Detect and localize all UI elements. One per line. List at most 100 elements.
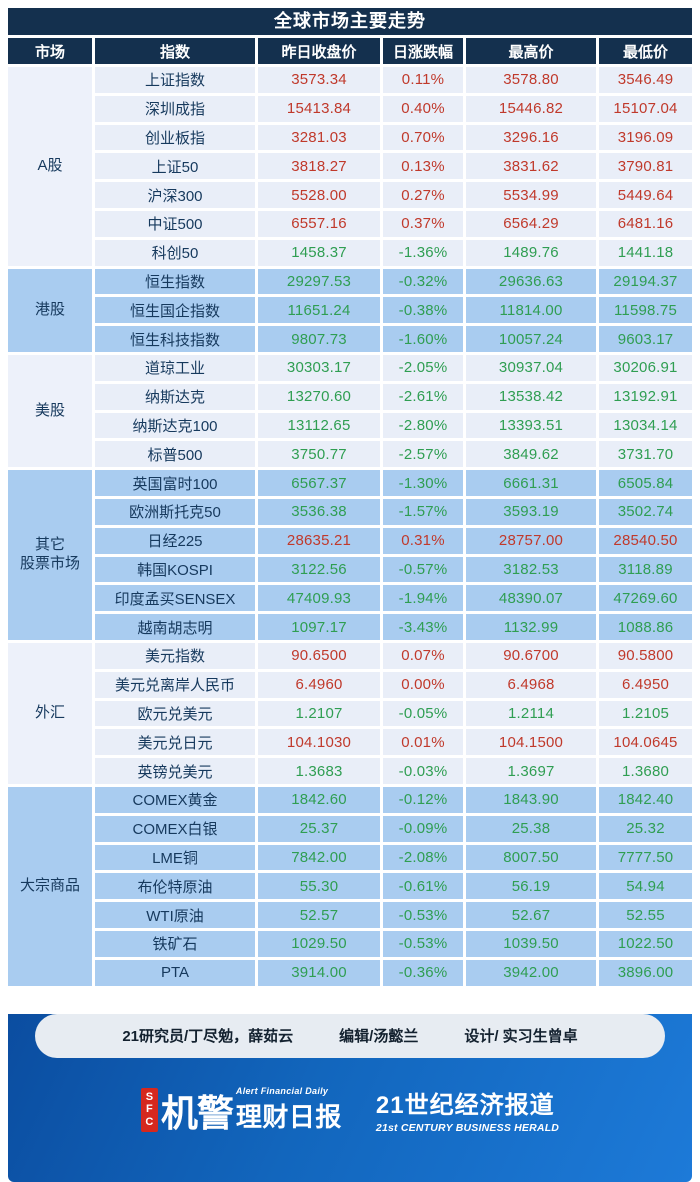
- brand-tagline-en: Alert Financial Daily: [235, 1085, 329, 1096]
- low-price: 1842.40: [599, 786, 692, 813]
- page-title: 全球市场主要走势: [8, 8, 692, 35]
- market-table-body: A股 上证指数 3573.34 0.11% 3578.80 3546.49 深圳成指 1541…: [8, 67, 692, 986]
- close-price: 6.4960: [258, 671, 380, 698]
- index-name: WTI原油: [95, 902, 255, 928]
- market-label: 其它 股票市场: [8, 470, 92, 640]
- high-price: 3593.19: [466, 498, 596, 525]
- sfc-logo-icon: S F C: [140, 1087, 158, 1132]
- high-price: 1132.99: [466, 614, 596, 640]
- index-name: COMEX黄金: [95, 786, 255, 813]
- high-price: 8007.50: [466, 844, 596, 871]
- low-price: 47269.60: [599, 585, 692, 612]
- low-price: 13192.91: [599, 383, 692, 410]
- high-price: 1843.90: [466, 786, 596, 813]
- close-price: 5528.00: [258, 182, 380, 208]
- high-price: 30937.04: [466, 354, 596, 381]
- low-price: 11598.75: [599, 297, 692, 324]
- high-price: 52.67: [466, 902, 596, 928]
- newspaper-name-en: 21st CENTURY BUSINESS HERALD: [375, 1122, 560, 1134]
- daily-change: -0.61%: [383, 873, 463, 900]
- high-price: 3296.16: [466, 124, 596, 151]
- high-price: 56.19: [466, 873, 596, 900]
- high-price: 29636.63: [466, 268, 596, 295]
- index-name: 标普500: [95, 441, 255, 468]
- low-price: 5449.64: [599, 182, 692, 208]
- daily-change: -1.36%: [383, 239, 463, 266]
- market-label: 港股: [8, 268, 92, 352]
- daily-change: 0.07%: [383, 642, 463, 669]
- close-price: 25.37: [258, 815, 380, 842]
- index-name: 越南胡志明: [95, 614, 255, 640]
- newspaper-name-cn: 21世纪经济报道: [375, 1092, 555, 1119]
- high-price: 1.3697: [466, 758, 596, 784]
- index-name: 英国富时100: [95, 470, 255, 496]
- daily-change: 0.40%: [383, 95, 463, 122]
- low-price: 6481.16: [599, 210, 692, 237]
- close-price: 28635.21: [258, 527, 380, 554]
- high-price: 6564.29: [466, 210, 596, 237]
- low-price: 29194.37: [599, 268, 692, 295]
- daily-change: -0.09%: [383, 815, 463, 842]
- sfc-alert-financial-daily-logo: S F C 机警 Alert Financial Daily 理财日报: [140, 1083, 342, 1137]
- close-price: 13112.65: [258, 412, 380, 439]
- index-name: 印度孟买SENSEX: [95, 585, 255, 612]
- daily-change: -2.08%: [383, 844, 463, 871]
- daily-change: -2.05%: [383, 354, 463, 381]
- close-price: 47409.93: [258, 585, 380, 612]
- close-price: 6557.16: [258, 210, 380, 237]
- low-price: 28540.50: [599, 527, 692, 554]
- high-price: 5534.99: [466, 182, 596, 208]
- low-price: 3731.70: [599, 441, 692, 468]
- close-price: 1097.17: [258, 614, 380, 640]
- high-price: 3831.62: [466, 153, 596, 180]
- daily-change: -1.60%: [383, 326, 463, 352]
- low-price: 3790.81: [599, 153, 692, 180]
- sfc-letter: F: [146, 1103, 153, 1116]
- market-label: 大宗商品: [8, 786, 92, 986]
- close-price: 3914.00: [258, 959, 380, 986]
- daily-change: -2.61%: [383, 383, 463, 410]
- daily-change: -0.57%: [383, 556, 463, 583]
- high-price: 25.38: [466, 815, 596, 842]
- high-price: 10057.24: [466, 326, 596, 352]
- low-price: 9603.17: [599, 326, 692, 352]
- index-name: 日经225: [95, 527, 255, 554]
- close-price: 9807.73: [258, 326, 380, 352]
- daily-change: 0.13%: [383, 153, 463, 180]
- index-name: 道琼工业: [95, 354, 255, 381]
- close-price: 52.57: [258, 902, 380, 928]
- low-price: 3196.09: [599, 124, 692, 151]
- column-header-1: 指数: [95, 38, 255, 64]
- index-name: LME铜: [95, 844, 255, 871]
- high-price: 1.2114: [466, 700, 596, 727]
- column-header-3: 日涨跌幅: [383, 38, 463, 64]
- brand-name-cn-part2: 理财日报: [235, 1101, 342, 1132]
- index-name: 深圳成指: [95, 95, 255, 122]
- high-price: 104.1500: [466, 729, 596, 756]
- index-name: 纳斯达克100: [95, 412, 255, 439]
- close-price: 3281.03: [258, 124, 380, 151]
- index-name: 纳斯达克: [95, 383, 255, 410]
- close-price: 104.1030: [258, 729, 380, 756]
- high-price: 13538.42: [466, 383, 596, 410]
- low-price: 3546.49: [599, 67, 692, 93]
- high-price: 15446.82: [466, 95, 596, 122]
- daily-change: -0.36%: [383, 959, 463, 986]
- index-name: 布伦特原油: [95, 873, 255, 900]
- high-price: 3942.00: [466, 959, 596, 986]
- close-price: 1842.60: [258, 786, 380, 813]
- index-name: 欧洲斯托克50: [95, 498, 255, 525]
- low-price: 3502.74: [599, 498, 692, 525]
- daily-change: -0.12%: [383, 786, 463, 813]
- daily-change: -2.80%: [383, 412, 463, 439]
- footer-banner: 21研究员/丁尽勉，薛茹云 编辑/汤懿兰 设计/ 实习生曾卓 S F C 机警 …: [8, 1013, 692, 1182]
- low-price: 1441.18: [599, 239, 692, 266]
- index-name: 铁矿石: [95, 930, 255, 957]
- index-name: 创业板指: [95, 124, 255, 151]
- index-name: 韩国KOSPI: [95, 556, 255, 583]
- index-name: 沪深300: [95, 182, 255, 208]
- close-price: 3122.56: [258, 556, 380, 583]
- high-price: 90.6700: [466, 642, 596, 669]
- close-price: 15413.84: [258, 95, 380, 122]
